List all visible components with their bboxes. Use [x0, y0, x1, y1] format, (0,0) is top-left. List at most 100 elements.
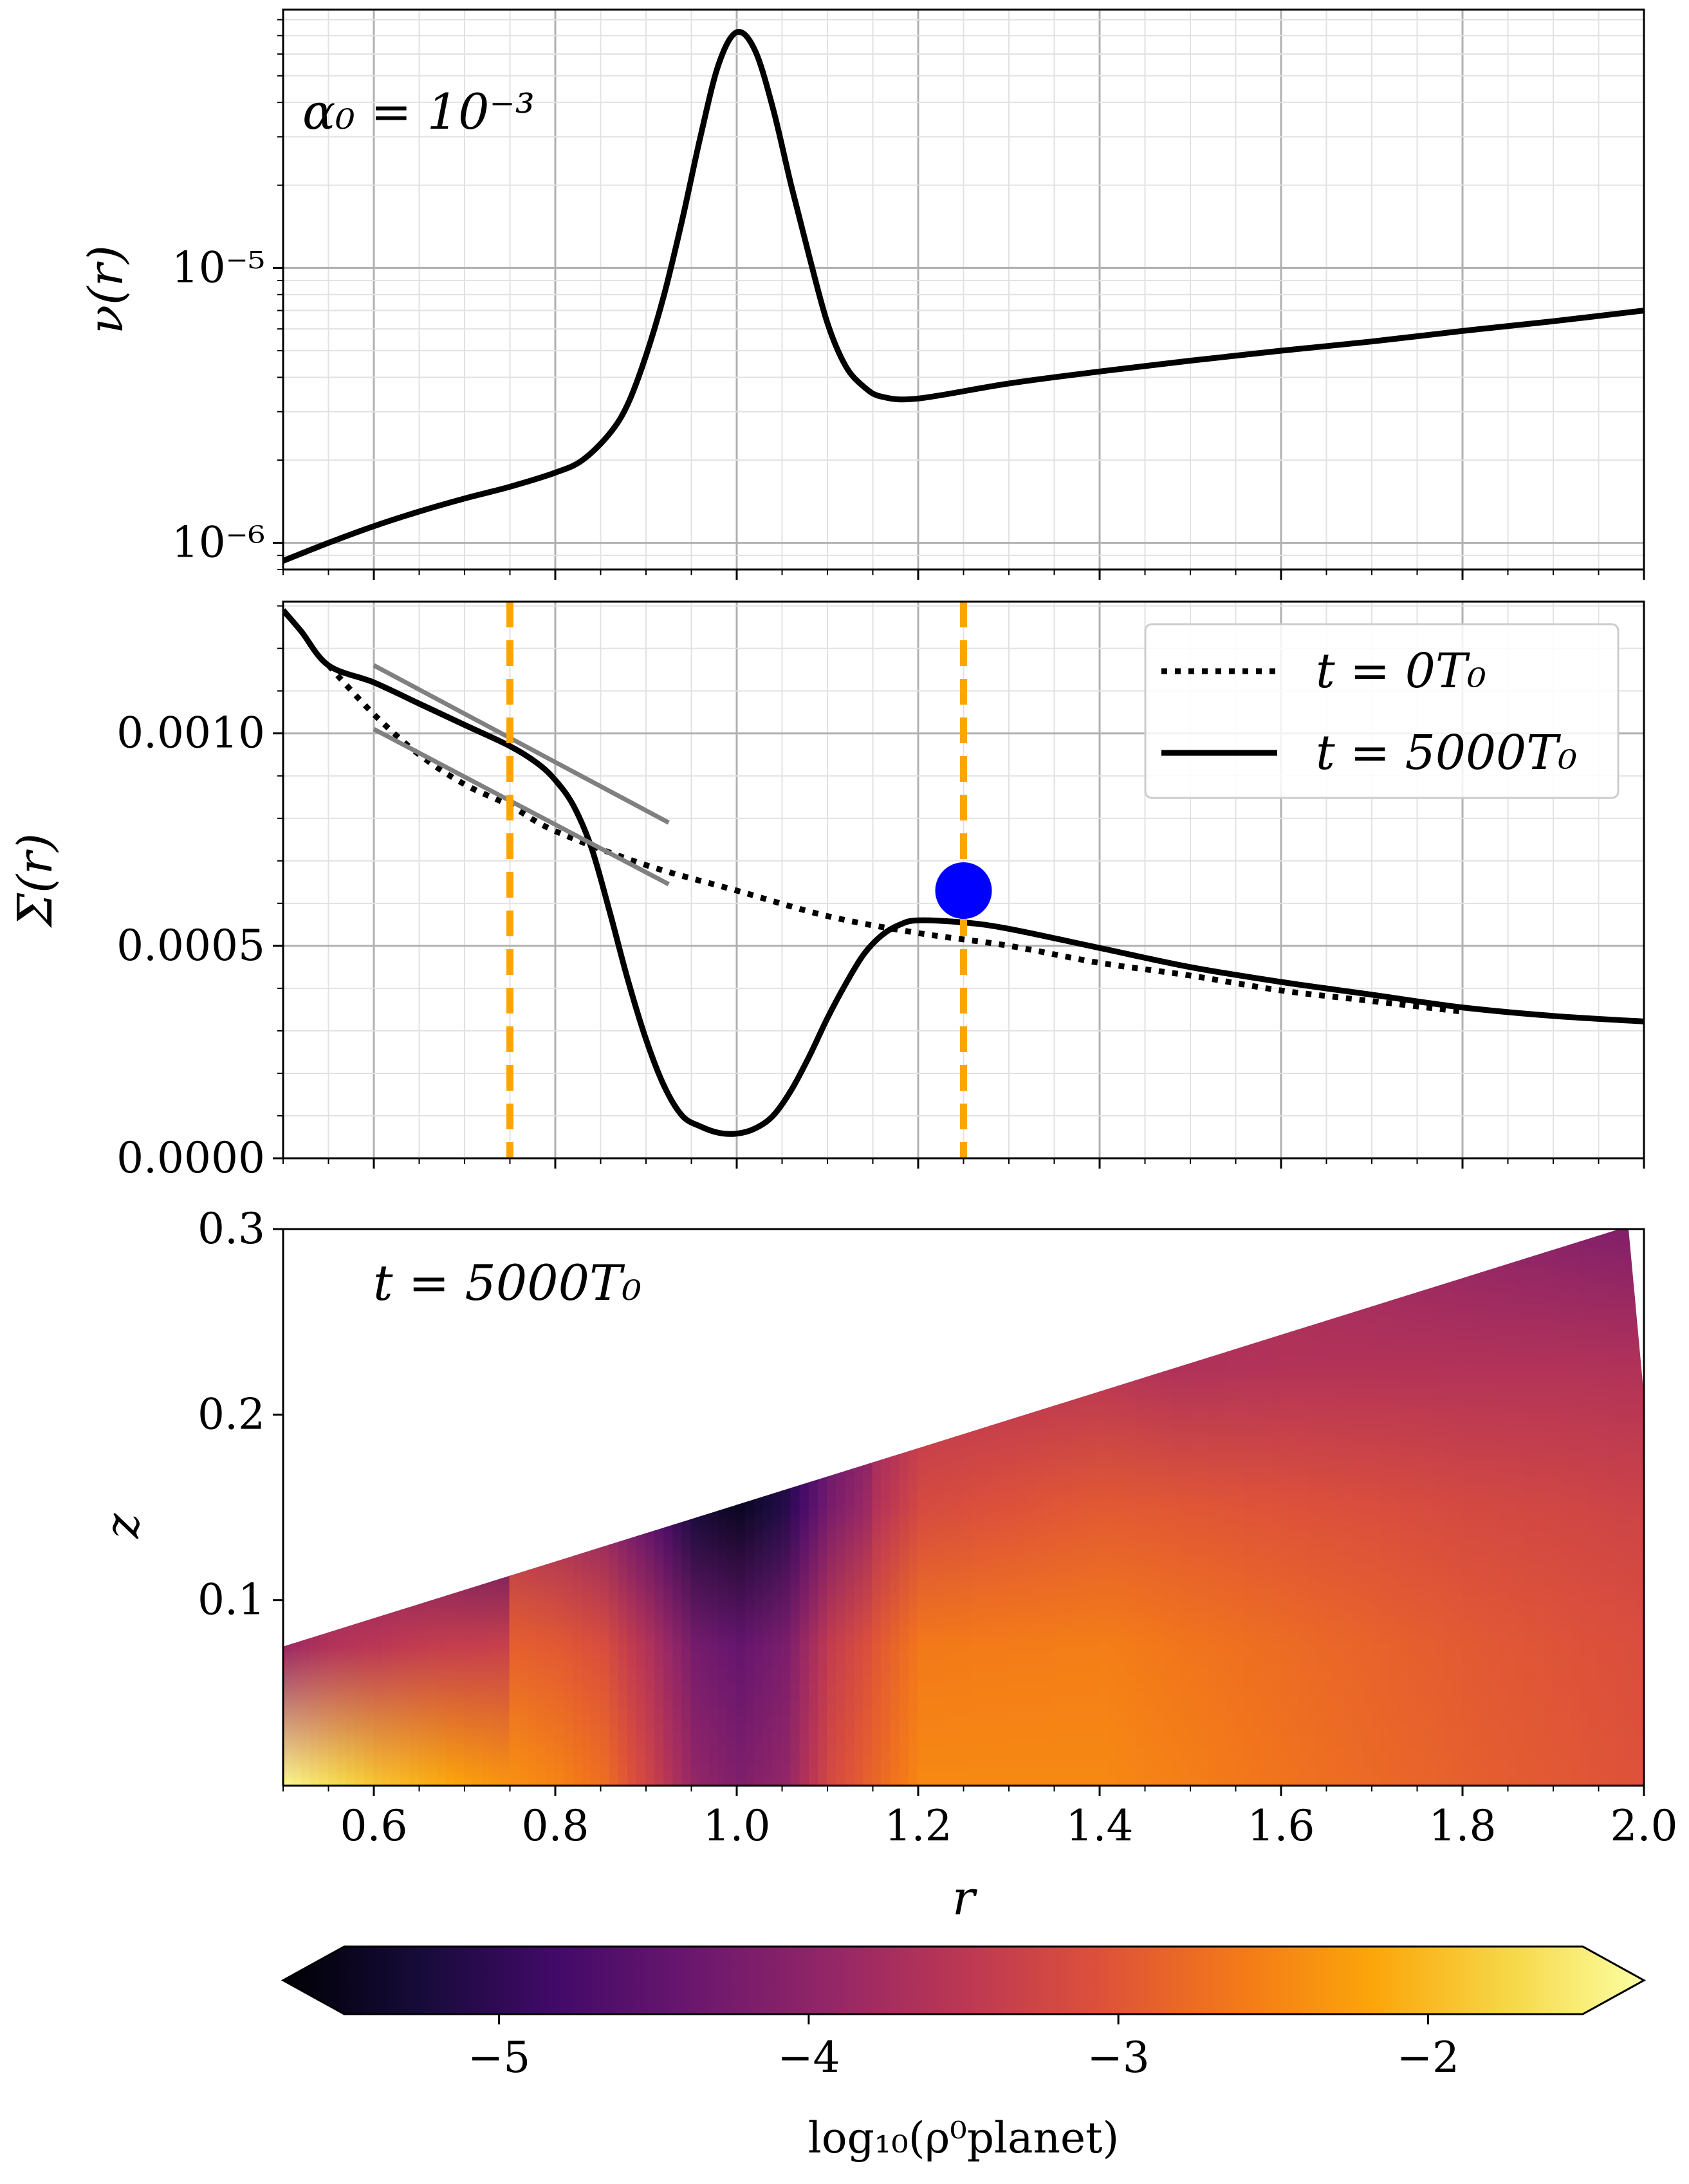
heatmap-column	[1126, 1229, 1137, 1786]
heatmap-column	[1571, 1229, 1582, 1786]
heatmap-column	[1334, 1229, 1345, 1786]
heatmap-column	[908, 1229, 919, 1786]
heatmap-column	[600, 1229, 611, 1786]
heatmap-column	[1153, 1229, 1164, 1786]
heatmap-column	[627, 1229, 638, 1786]
heatmap-column	[509, 1229, 520, 1786]
heatmap-column	[999, 1229, 1010, 1786]
heatmap-column	[726, 1229, 737, 1786]
heatmap-column	[918, 1229, 928, 1786]
heatmap-column	[1361, 1229, 1372, 1786]
heatmap-column	[790, 1229, 801, 1786]
panel-density-map: 0.6 0.8 1.0 1.2 1.4 1.6 1.8 2.0 0.1 0.2 0.3 z r t …	[95, 1204, 1677, 1926]
heatmap-column	[672, 1229, 683, 1786]
heatmap-column	[890, 1229, 901, 1786]
heatmap-column	[736, 1229, 747, 1786]
heatmap-column	[872, 1229, 883, 1786]
heatmap-column	[318, 1229, 329, 1786]
series-line	[283, 29, 1644, 564]
heatmap-column	[473, 1229, 484, 1786]
heatmap-column	[1253, 1229, 1264, 1786]
time-annotation: t = 5000T₀	[373, 1254, 641, 1311]
heatmap-column	[536, 1229, 547, 1786]
heatmap-column	[1434, 1229, 1445, 1786]
heatmap-column	[763, 1229, 774, 1786]
heatmap-column	[1162, 1229, 1173, 1786]
slope-guide-line	[373, 663, 670, 825]
heatmap-column	[1008, 1229, 1019, 1786]
heatmap-column	[1053, 1229, 1064, 1786]
x-tick-label: 0.6	[340, 1801, 408, 1851]
alpha-annotation: α₀ = 10⁻³	[302, 83, 535, 140]
heatmap-column	[945, 1229, 955, 1786]
heatmap-column	[1462, 1229, 1473, 1786]
heatmap-column	[1471, 1229, 1482, 1786]
heatmap-column	[1443, 1229, 1454, 1786]
heatmap-column	[482, 1229, 493, 1786]
heatmap-column	[1262, 1229, 1273, 1786]
heatmap-column	[1543, 1229, 1554, 1786]
heatmap-column	[346, 1229, 356, 1786]
heatmap-column	[799, 1229, 810, 1786]
heatmap-column	[527, 1229, 538, 1786]
heatmap-column	[1044, 1229, 1055, 1786]
heatmap-column	[1108, 1229, 1119, 1786]
panel-surface-density: 0.0000 0.0005 0.0010 Σ(r) t = 0T₀ t = 5000…	[8, 600, 1645, 1183]
colorbar-gradient	[281, 1945, 1647, 2015]
heatmap-column	[1280, 1229, 1291, 1786]
heatmap-column	[1217, 1229, 1228, 1786]
heatmap-column	[636, 1229, 647, 1786]
heatmap-column	[409, 1229, 420, 1786]
heatmap-column	[391, 1229, 402, 1786]
series-group	[283, 29, 1644, 564]
heatmap-column	[681, 1229, 692, 1786]
heatmap-column	[1480, 1229, 1491, 1786]
heatmap-column	[1089, 1229, 1100, 1786]
heatmap-column	[936, 1229, 946, 1786]
heatmap-column	[1180, 1229, 1191, 1786]
x-axis-label: r	[952, 1871, 978, 1926]
heatmap-column	[1416, 1229, 1427, 1786]
colorbar-tick-label: −3	[1087, 2033, 1149, 2082]
y-axis-label: z	[95, 1513, 150, 1539]
series-initial	[326, 663, 1463, 1015]
heatmap-column	[963, 1229, 974, 1786]
heatmap-column	[1534, 1229, 1545, 1786]
heatmap-column	[1553, 1229, 1564, 1786]
heatmap-column	[1371, 1229, 1382, 1786]
heatmap-column	[1026, 1229, 1037, 1786]
heatmap-column	[1135, 1229, 1146, 1786]
heatmap-column	[863, 1229, 874, 1786]
heatmap-column	[1625, 1229, 1636, 1786]
y-axis-label: Σ(r)	[8, 833, 63, 929]
heatmap-column	[1352, 1229, 1363, 1786]
legend-label: t = 5000T₀	[1316, 725, 1577, 781]
heatmap	[283, 1229, 1644, 1786]
heatmap-column	[1507, 1229, 1518, 1786]
heatmap-column	[1226, 1229, 1237, 1786]
heatmap-column	[1017, 1229, 1028, 1786]
heatmap-column	[1271, 1229, 1282, 1786]
heatmap-column	[355, 1229, 365, 1786]
heatmap-column	[464, 1229, 475, 1786]
heatmap-column	[500, 1229, 511, 1786]
x-tick-label: 0.8	[522, 1801, 589, 1851]
heatmap-column	[745, 1229, 756, 1786]
heatmap-column	[427, 1229, 438, 1786]
colorbar-tick-label: −5	[468, 2033, 530, 2082]
slope-guide-line	[373, 727, 670, 887]
heatmap-column	[1190, 1229, 1201, 1786]
heatmap-column	[491, 1229, 502, 1786]
legend-label: t = 0T₀	[1316, 643, 1486, 699]
heatmap-column	[654, 1229, 665, 1786]
heatmap-column	[836, 1229, 847, 1786]
x-tick-label: 1.0	[703, 1801, 771, 1851]
heatmap-column	[954, 1229, 964, 1786]
colorbar-ticks: −5 −4 −3 −2	[468, 2014, 1459, 2082]
heatmap-column	[1099, 1229, 1110, 1786]
heatmap-column	[573, 1229, 584, 1786]
colorbar-label: log₁₀(ρ⁰planet)	[808, 2113, 1120, 2163]
heatmap-column	[1171, 1229, 1182, 1786]
heatmap-column	[690, 1229, 701, 1786]
